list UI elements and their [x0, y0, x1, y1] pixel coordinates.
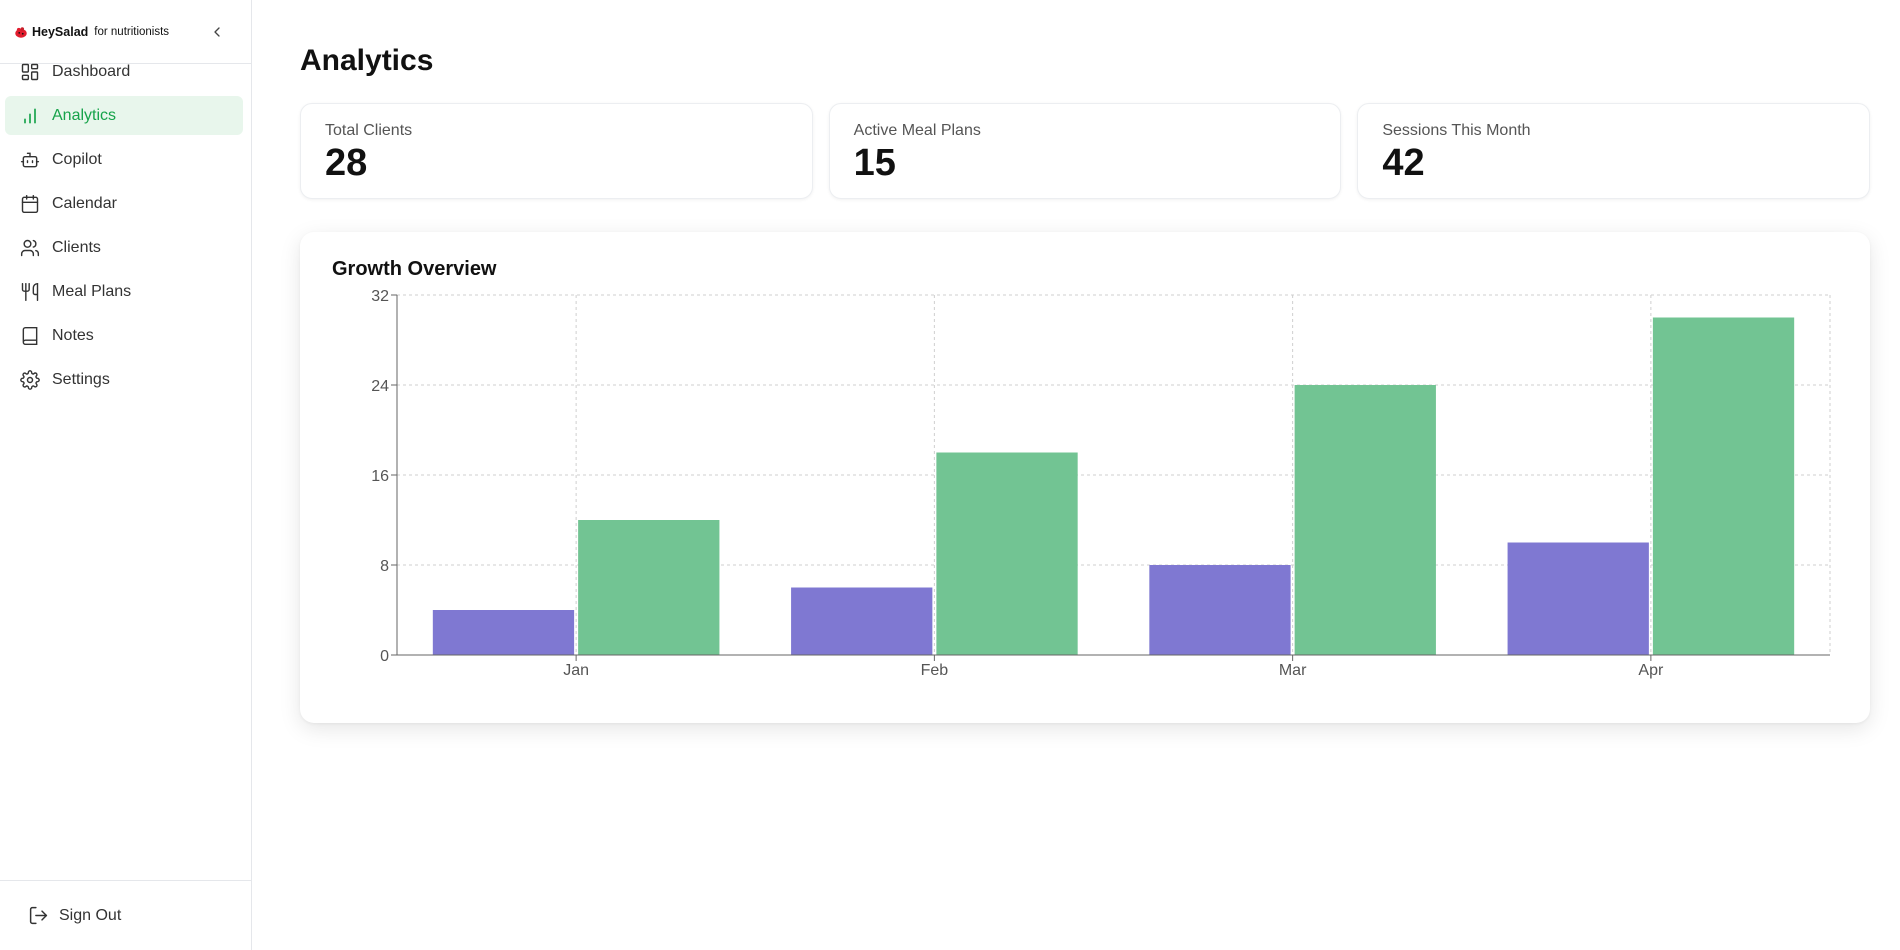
- stat-value: 15: [853, 142, 896, 184]
- sidebar-header: HeySalad for nutritionists: [0, 0, 251, 64]
- gear-icon: [20, 369, 40, 390]
- users-icon: [20, 239, 40, 256]
- salad-logo-icon: [15, 26, 27, 38]
- y-tick-label: 24: [371, 378, 389, 395]
- sidebar-item-label: Meal Plans: [52, 282, 132, 300]
- sidebar-item-label: Analytics: [52, 106, 117, 124]
- sign-out-button[interactable]: Sign Out: [28, 905, 121, 926]
- stat-value: 42: [1382, 142, 1425, 184]
- chevron-left-icon: [214, 27, 220, 37]
- y-tick-label: 8: [380, 558, 389, 575]
- growth-overview-card: 0 8 16 24 32 Jan Feb Mar Apr Growth Overview: [300, 232, 1870, 723]
- utensils-icon: [21, 282, 39, 301]
- y-tick-label: 0: [380, 648, 389, 665]
- stat-label: Total Clients: [325, 122, 413, 139]
- growth-overview-chart: 0 8 16 24 32 Jan Feb Mar Apr: [371, 288, 1831, 679]
- bar: [1149, 565, 1291, 655]
- brand-subtitle: for nutritionists: [94, 25, 170, 38]
- collapse-sidebar-button[interactable]: [205, 20, 229, 44]
- layout-grid-icon: [21, 63, 39, 80]
- brand[interactable]: HeySalad for nutritionists: [14, 25, 169, 39]
- sidebar-item-label: Notes: [52, 326, 94, 344]
- sidebar-item-clients[interactable]: Clients: [5, 228, 243, 267]
- page-title: Analytics: [300, 44, 434, 77]
- sign-out-label: Sign Out: [59, 906, 122, 924]
- sidebar-item-label: Copilot: [52, 150, 102, 168]
- bar: [1652, 317, 1795, 655]
- bar: [791, 587, 933, 655]
- bar: [432, 610, 575, 655]
- sidebar-item-label: Settings: [52, 370, 110, 388]
- bar: [1294, 385, 1436, 655]
- bar: [578, 520, 720, 655]
- bar: [1507, 542, 1649, 655]
- stats-row: Total Clients 28 Active Meal Plans 15 Se…: [300, 103, 1871, 199]
- stat-card-active-meal-plans: Active Meal Plans 15: [828, 103, 1342, 199]
- sidebar-item-dashboard[interactable]: Dashboard: [5, 52, 243, 91]
- sidebar-item-meal-plans[interactable]: Meal Plans: [5, 272, 243, 311]
- sidebar-item-label: Clients: [52, 238, 101, 256]
- x-tick-label: Feb: [921, 662, 949, 679]
- bar: [936, 452, 1078, 655]
- x-tick-label: Mar: [1279, 662, 1307, 679]
- x-tick-label: Apr: [1638, 662, 1664, 679]
- x-tick-label: Jan: [563, 662, 589, 679]
- sidebar-nav: Dashboard Analytics Copilot Calendar Cli…: [5, 52, 243, 404]
- log-out-icon: [29, 906, 48, 925]
- chart-title: Growth Overview: [332, 258, 497, 280]
- y-tick-label: 32: [371, 288, 389, 305]
- stat-value: 28: [325, 142, 368, 184]
- stat-label: Active Meal Plans: [853, 122, 981, 139]
- calendar-icon: [21, 194, 39, 213]
- sidebar: HeySalad for nutritionists Dashboard Ana…: [0, 0, 252, 950]
- sidebar-item-copilot[interactable]: Copilot: [5, 140, 243, 179]
- sidebar-item-label: Dashboard: [52, 62, 131, 80]
- sidebar-item-analytics[interactable]: Analytics: [5, 96, 243, 135]
- sidebar-item-label: Calendar: [52, 194, 117, 212]
- brand-name: HeySalad: [32, 24, 89, 39]
- y-tick-label: 16: [371, 468, 389, 485]
- book-icon: [22, 326, 38, 345]
- sidebar-item-settings[interactable]: Settings: [5, 360, 243, 399]
- sidebar-item-notes[interactable]: Notes: [5, 316, 243, 355]
- sidebar-footer: Sign Out: [0, 880, 251, 950]
- sidebar-item-calendar[interactable]: Calendar: [5, 184, 243, 223]
- stat-label: Sessions This Month: [1382, 122, 1531, 139]
- bar-chart-icon: [24, 108, 36, 123]
- bot-icon: [20, 152, 40, 167]
- stat-card-sessions-this-month: Sessions This Month 42: [1357, 103, 1871, 199]
- stat-card-total-clients: Total Clients 28: [300, 103, 813, 199]
